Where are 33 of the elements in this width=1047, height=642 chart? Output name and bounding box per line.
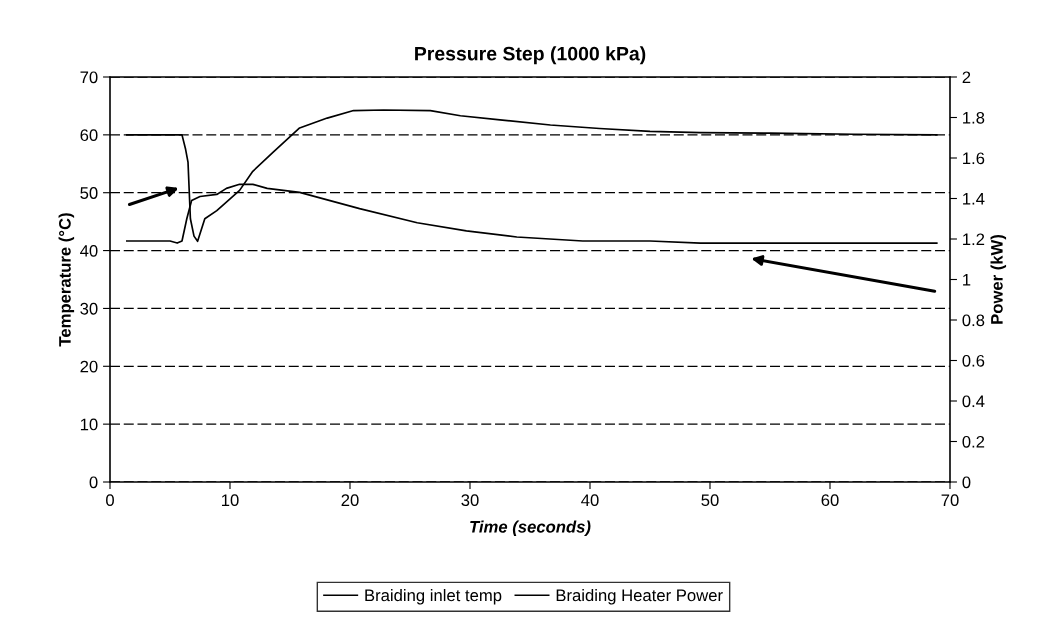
x-tick-label: 70 [941, 494, 959, 507]
y2-tick-label: 0.6 [962, 354, 985, 367]
x-tick-label: 20 [341, 494, 359, 507]
y-axis-title: Temperature (°C) [58, 213, 75, 347]
y-tick-label: 10 [80, 418, 98, 431]
y2-tick-label: 0.4 [962, 395, 985, 408]
y2-tick-label: 1.8 [963, 111, 985, 124]
y2-tick-label: 1.6 [963, 152, 985, 165]
y2-tick-label: 1 [963, 274, 971, 286]
y2-tick-label: 2 [962, 71, 971, 84]
x-tick-label: 30 [461, 494, 479, 507]
legend-label: Braiding Heater Power [556, 588, 723, 605]
legend-label: Braiding inlet temp [365, 588, 502, 605]
y-tick-label: 50 [80, 187, 98, 199]
y2-tick-label: 0.8 [962, 314, 985, 327]
y2-axis-title: Power (kW) [990, 234, 1007, 324]
x-tick-label: 50 [701, 494, 719, 507]
x-axis-title: Time (seconds) [470, 520, 591, 536]
x-tick-label: 60 [821, 494, 839, 507]
y2-tick-label: 1.2 [963, 233, 985, 246]
x-tick-label: 10 [222, 494, 239, 507]
y2-tick-label: 0 [962, 476, 971, 489]
y2-tick-label: 1.4 [963, 193, 985, 205]
x-tick-label: 0 [106, 494, 114, 507]
y-tick-label: 70 [80, 71, 98, 84]
y-tick-label: 20 [80, 360, 98, 373]
x-tick-label: 40 [581, 494, 599, 507]
y-tick-label: 60 [80, 129, 98, 142]
y2-tick-label: 0.2 [962, 435, 985, 448]
y-tick-label: 30 [80, 302, 98, 315]
y-tick-label: 40 [80, 244, 98, 257]
chart-title: Pressure Step (1000 kPa) [415, 46, 646, 65]
y-tick-label: 0 [89, 476, 98, 489]
